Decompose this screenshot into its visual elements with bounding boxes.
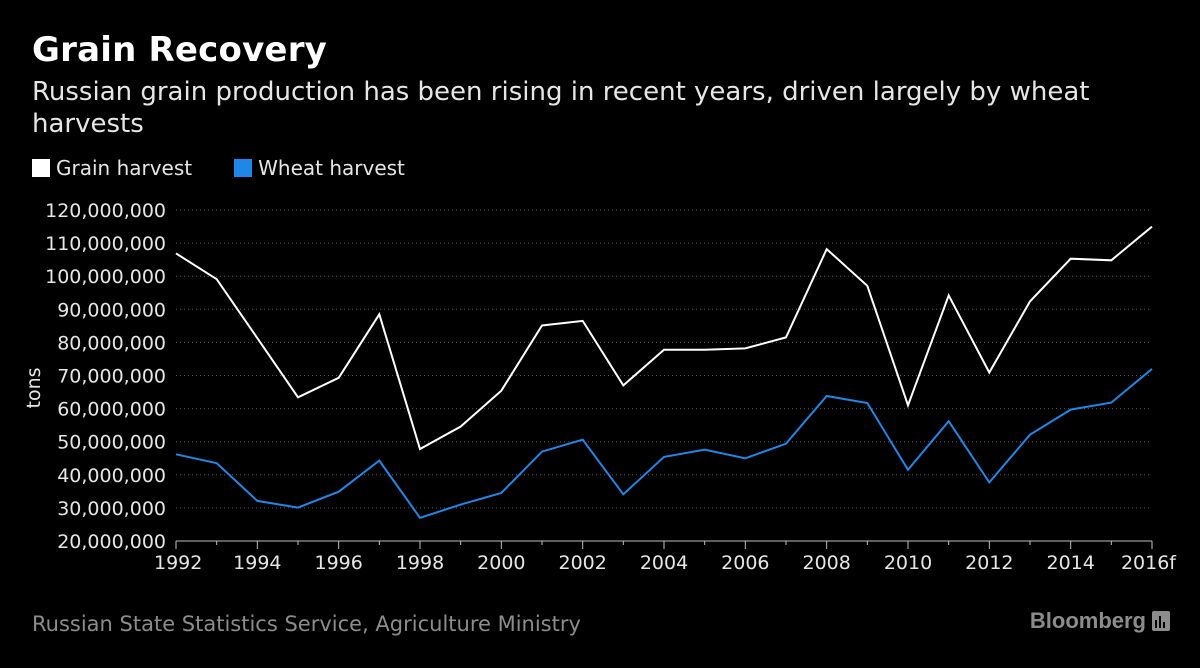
series-lines [175, 225, 1153, 519]
legend-swatch-grain [32, 159, 50, 177]
y-tick-label: 40,000,000 [57, 465, 166, 487]
chart-subtitle: Russian grain production has been rising… [32, 77, 1090, 139]
y-tick-label: 20,000,000 [57, 531, 166, 553]
y-tick-label: 110,000,000 [45, 233, 166, 255]
x-tick-label: 2016f [1121, 552, 1177, 574]
x-tick-label: 2014 [1046, 552, 1094, 574]
x-tick-label: 2002 [558, 552, 606, 574]
legend-swatch-wheat [234, 159, 253, 177]
legend-label-grain: Grain harvest [56, 156, 193, 180]
x-tick-label: 2008 [802, 552, 850, 574]
brand-name: Bloomberg [1029, 608, 1146, 633]
y-tick-label: 90,000,000 [57, 299, 166, 321]
legend-item-grain: Grain harvest [32, 156, 192, 180]
x-tick-label: 1994 [233, 552, 281, 574]
y-axis-label: tons [23, 367, 45, 408]
x-axis: 1992 1994 1996 1998 2000 2002 2004 2006 2008 2010… [154, 540, 1177, 574]
brand-logo: Bloomberg [1030, 608, 1170, 634]
y-tick-label: 120,000,000 [45, 200, 166, 222]
wheat-harvest-line [175, 368, 1153, 519]
x-tick-label: 1998 [396, 552, 444, 574]
x-tick-label: 2000 [477, 552, 525, 574]
y-tick-label: 60,000,000 [57, 399, 166, 421]
y-tick-label: 100,000,000 [45, 266, 166, 288]
source-note: Russian State Statistics Service, Agricu… [32, 612, 581, 636]
x-tick-label: 2010 [884, 552, 932, 574]
grain-harvest-line [175, 225, 1153, 451]
y-tick-label: 50,000,000 [57, 432, 166, 454]
x-tick-label: 2012 [965, 552, 1013, 574]
legend: Grain harvest Wheat harvest [32, 156, 447, 180]
x-tick-label: 1996 [314, 552, 362, 574]
y-tick-label: 80,000,000 [57, 332, 166, 354]
x-tick-label: 1992 [154, 552, 202, 574]
chart-title: Grain Recovery [32, 30, 328, 70]
grid-lines [176, 209, 1152, 509]
legend-item-wheat: Wheat harvest [234, 156, 405, 180]
terminal-icon [1152, 611, 1170, 631]
x-tick-label: 2006 [721, 552, 769, 574]
legend-label-wheat: Wheat harvest [258, 156, 405, 180]
y-tick-label: 30,000,000 [57, 498, 166, 520]
x-tick-label: 2004 [640, 552, 688, 574]
y-axis-ticks: 20,000,000 30,000,000 40,000,000 50,000,000… [45, 200, 166, 553]
y-tick-label: 70,000,000 [57, 366, 166, 388]
